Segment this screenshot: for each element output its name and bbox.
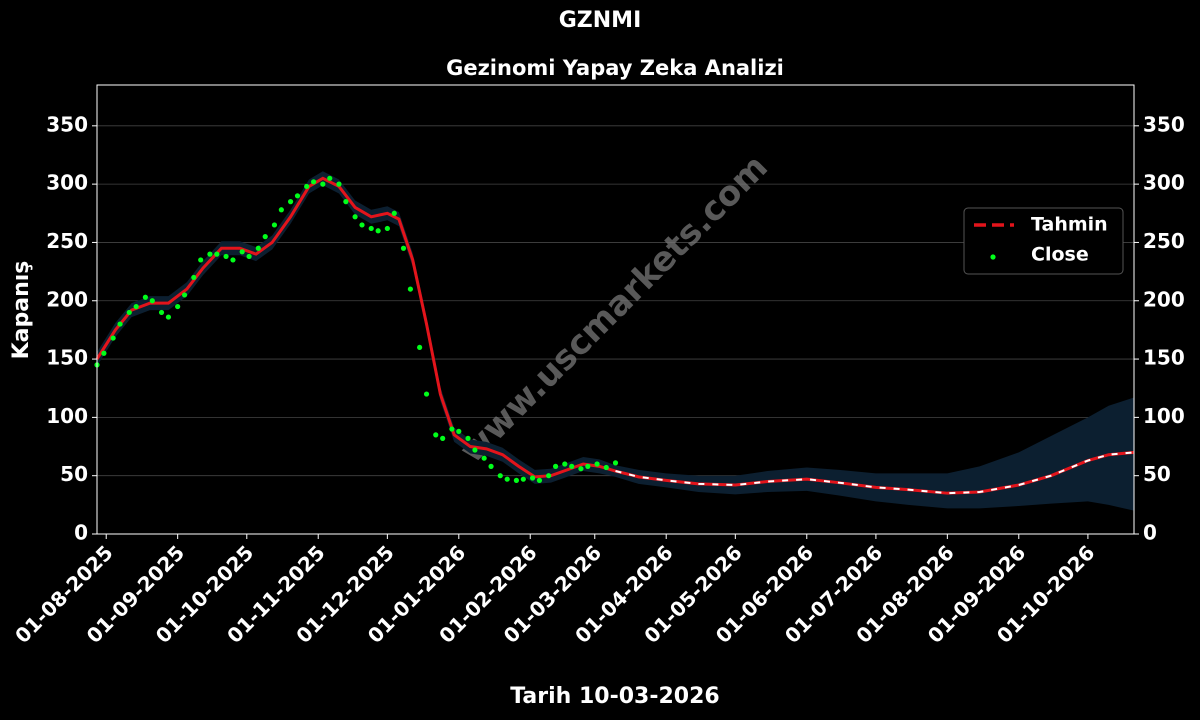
close-point bbox=[181, 292, 188, 298]
close-point bbox=[417, 344, 423, 351]
close-point bbox=[603, 464, 609, 471]
close-point bbox=[214, 251, 220, 257]
close-point bbox=[327, 175, 333, 181]
close-point bbox=[520, 476, 526, 482]
y-tick-label: 150 bbox=[46, 346, 88, 370]
close-point bbox=[497, 473, 503, 479]
close-point bbox=[294, 193, 301, 199]
close-point bbox=[449, 426, 455, 432]
close-point bbox=[578, 466, 584, 472]
confidence-band bbox=[97, 171, 1134, 511]
chart-title: GZNMI bbox=[559, 8, 642, 33]
y2-tick-label: 150 bbox=[1143, 346, 1185, 370]
close-point bbox=[585, 463, 591, 469]
close-point bbox=[359, 222, 365, 228]
y-axis-label: Kapanış bbox=[9, 261, 34, 360]
y2-tick-label: 350 bbox=[1143, 112, 1185, 136]
close-point bbox=[262, 234, 268, 240]
close-point bbox=[423, 391, 430, 397]
close-point bbox=[149, 298, 155, 304]
y2-tick-label: 300 bbox=[1143, 171, 1185, 195]
close-point bbox=[472, 447, 478, 453]
y2-tick-label: 50 bbox=[1143, 462, 1171, 486]
close-point bbox=[198, 257, 204, 263]
legend-label: Tahmin bbox=[1031, 214, 1108, 236]
y-tick-label: 50 bbox=[60, 462, 88, 486]
close-point bbox=[133, 303, 139, 310]
close-point bbox=[142, 294, 148, 300]
close-point bbox=[513, 477, 520, 483]
close-point bbox=[562, 461, 568, 467]
close-point bbox=[456, 428, 462, 434]
close-point bbox=[126, 309, 132, 316]
close-point bbox=[433, 432, 439, 438]
forecast-line bbox=[95, 176, 1135, 495]
close-point bbox=[230, 257, 236, 263]
forecast-dash bbox=[615, 451, 1135, 495]
close-point bbox=[165, 314, 172, 320]
close-point bbox=[287, 199, 294, 205]
close-point bbox=[158, 309, 165, 316]
y2-tick-label: 200 bbox=[1143, 287, 1185, 311]
watermark: www.uscmarkets.com bbox=[452, 147, 776, 471]
legend-label: Close bbox=[1031, 244, 1089, 266]
close-point bbox=[612, 460, 619, 466]
chart-subtitle: Gezinomi Yapay Zeka Analizi bbox=[446, 56, 784, 80]
close-point bbox=[552, 463, 559, 469]
close-point bbox=[246, 253, 252, 260]
close-point bbox=[207, 251, 213, 257]
y-tick-label: 300 bbox=[46, 171, 88, 195]
close-point bbox=[384, 225, 390, 232]
close-point bbox=[304, 183, 310, 190]
close-point bbox=[400, 245, 407, 251]
close-point bbox=[481, 455, 487, 461]
close-point bbox=[504, 476, 510, 482]
close-point bbox=[569, 463, 575, 469]
legend-marker bbox=[990, 254, 996, 260]
close-point bbox=[271, 222, 278, 228]
y-tick-label: 200 bbox=[46, 287, 88, 311]
y-tick-label: 250 bbox=[46, 229, 88, 253]
close-point bbox=[239, 249, 245, 255]
close-point bbox=[117, 321, 123, 327]
close-point bbox=[391, 210, 397, 216]
close-point bbox=[352, 214, 358, 220]
close-point bbox=[336, 181, 342, 187]
y-tick-label: 350 bbox=[46, 112, 88, 136]
close-point bbox=[488, 463, 494, 469]
close-point bbox=[440, 435, 446, 441]
close-point bbox=[255, 245, 261, 251]
close-point bbox=[546, 473, 552, 479]
y-tick-label: 0 bbox=[74, 521, 88, 545]
y2-tick-label: 250 bbox=[1143, 229, 1185, 253]
legend: Tahmin Close bbox=[963, 207, 1124, 275]
y-tick-label: 100 bbox=[46, 404, 88, 428]
x-axis-label: Tarih 10-03-2026 bbox=[510, 684, 719, 709]
close-point bbox=[223, 253, 229, 260]
close-point bbox=[175, 303, 181, 310]
close-point bbox=[343, 199, 349, 205]
close-point bbox=[375, 228, 381, 234]
close-point bbox=[191, 274, 197, 281]
close-point bbox=[465, 435, 471, 441]
close-point bbox=[594, 461, 600, 467]
close-point bbox=[101, 350, 107, 356]
close-point bbox=[110, 335, 116, 341]
close-point bbox=[536, 477, 543, 483]
close-point bbox=[407, 286, 414, 292]
y2-tick-label: 0 bbox=[1143, 521, 1157, 545]
close-point bbox=[311, 179, 317, 185]
close-point bbox=[320, 181, 326, 187]
close-point bbox=[368, 225, 374, 232]
plot-frame bbox=[96, 84, 1135, 535]
y2-tick-label: 100 bbox=[1143, 404, 1185, 428]
close-point bbox=[529, 475, 536, 481]
close-point bbox=[278, 207, 284, 213]
